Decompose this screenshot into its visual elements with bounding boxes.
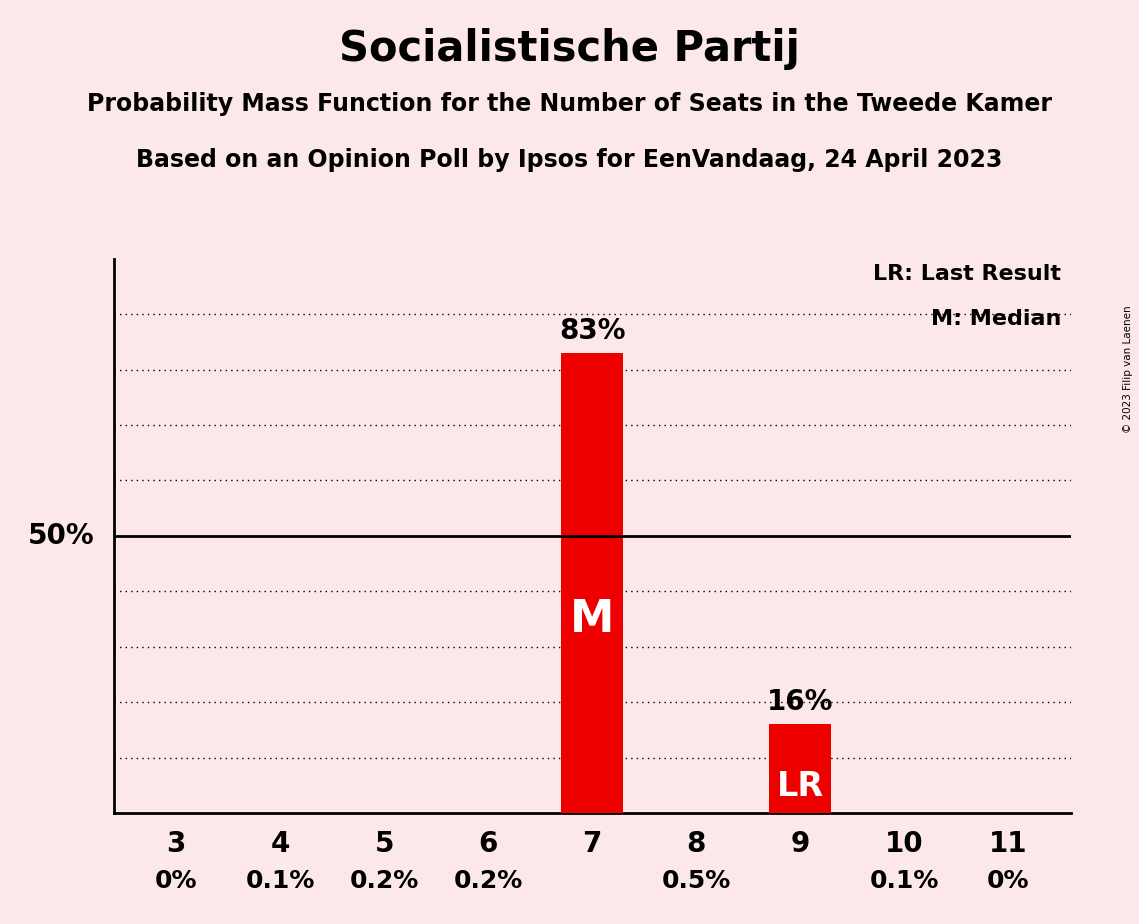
Text: 0.1%: 0.1% <box>869 869 939 893</box>
Text: © 2023 Filip van Laenen: © 2023 Filip van Laenen <box>1123 306 1133 433</box>
Text: Socialistische Partij: Socialistische Partij <box>339 28 800 69</box>
Bar <box>562 353 623 813</box>
Text: Probability Mass Function for the Number of Seats in the Tweede Kamer: Probability Mass Function for the Number… <box>87 92 1052 116</box>
Text: 0.5%: 0.5% <box>662 869 731 893</box>
Text: 50%: 50% <box>28 522 95 550</box>
Text: 0%: 0% <box>155 869 197 893</box>
Text: 0.2%: 0.2% <box>453 869 523 893</box>
Text: LR: LR <box>777 770 823 803</box>
Bar <box>769 724 831 813</box>
Text: 16%: 16% <box>767 688 834 716</box>
Text: 0%: 0% <box>988 869 1030 893</box>
Text: LR: Last Result: LR: Last Result <box>874 264 1062 285</box>
Text: 0.1%: 0.1% <box>246 869 316 893</box>
Text: 83%: 83% <box>559 317 625 345</box>
Text: Based on an Opinion Poll by Ipsos for EenVandaag, 24 April 2023: Based on an Opinion Poll by Ipsos for Ee… <box>137 148 1002 172</box>
Text: M: Median: M: Median <box>931 309 1062 329</box>
Text: 0.2%: 0.2% <box>350 869 419 893</box>
Text: M: M <box>571 599 614 641</box>
